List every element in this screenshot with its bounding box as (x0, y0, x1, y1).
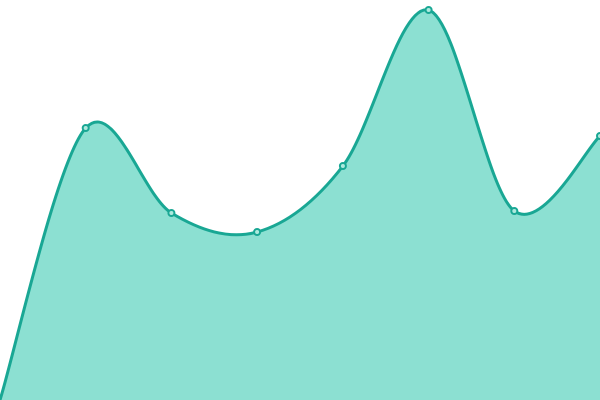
data-point-dot[interactable] (510, 207, 519, 215)
area-fill (0, 9, 600, 400)
data-point-dot[interactable] (167, 209, 176, 217)
data-point-dot[interactable] (596, 132, 600, 140)
data-point-dot[interactable] (81, 124, 90, 132)
data-point-dot[interactable] (424, 6, 433, 14)
data-point-dot[interactable] (253, 228, 262, 236)
data-point-dot[interactable] (338, 162, 347, 170)
line-path (0, 8, 600, 400)
